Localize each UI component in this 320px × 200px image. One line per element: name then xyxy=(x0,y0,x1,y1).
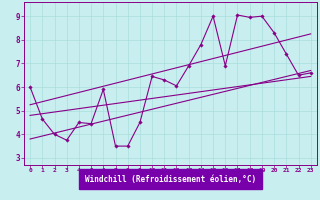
X-axis label: Windchill (Refroidissement éolien,°C): Windchill (Refroidissement éolien,°C) xyxy=(85,175,256,184)
